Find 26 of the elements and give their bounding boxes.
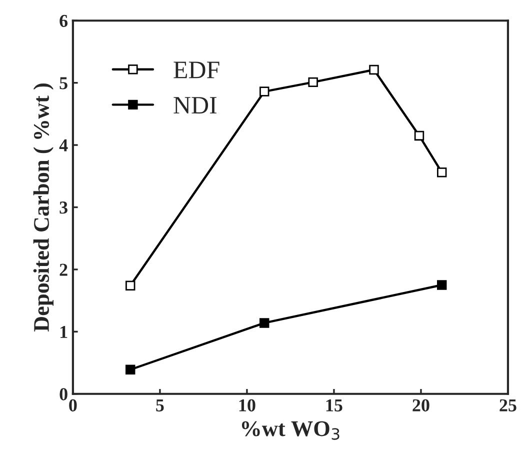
y-tick-label: 1 [60,326,68,338]
point [436,280,447,290]
y-tick-label: 2 [60,264,68,276]
y-tick-label: 4 [59,139,68,152]
point [259,318,270,328]
point [126,364,136,374]
x-tick-label: 20 [412,399,430,412]
legend-label: EDF [174,62,220,78]
y-axis-title: Deposited Carbon ( %wt ) [33,84,54,332]
point [259,86,270,96]
point [308,77,318,88]
x-tick-label: 10 [239,399,256,412]
point [436,168,447,178]
x-tick-label: 5 [156,399,164,412]
y-tick-label: 0 [60,388,68,400]
x-tick-label: 25 [500,399,516,412]
x-axis-title: %wt WO$_{3}$ [242,421,340,440]
legend-label: NDI [174,97,216,114]
y-tick-label: 3 [60,202,68,214]
point [414,130,424,141]
point [369,64,379,75]
point [126,280,136,290]
y-tick-label: 5 [60,77,68,90]
x-tick-label: 0 [69,399,77,412]
x-tick-label: 15 [326,399,342,412]
y-tick-label: 6 [60,14,68,28]
